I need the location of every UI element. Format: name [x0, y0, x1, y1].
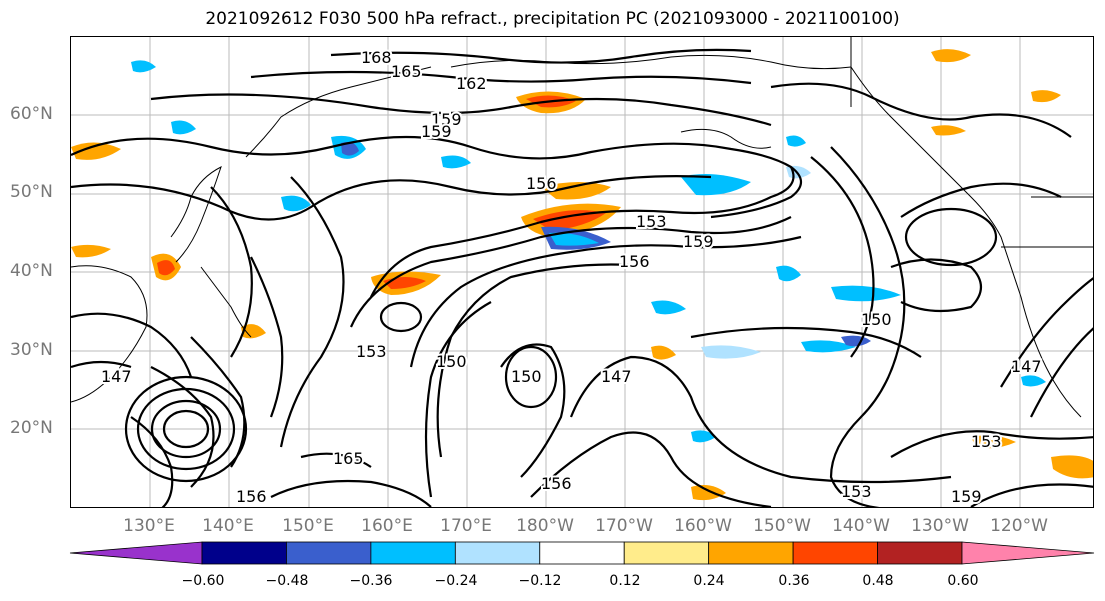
contour-label: 156 — [619, 252, 650, 271]
contour-label: 147 — [1011, 357, 1042, 376]
contour-labels: 168 165 162 159 156 153 150 147 159 156 … — [99, 46, 1044, 507]
colorbar-segment — [370, 541, 456, 565]
contour-label: 168 — [361, 48, 392, 67]
contour-label: 147 — [101, 367, 132, 386]
contour-label: 147 — [601, 367, 632, 386]
contour-label: 159 — [431, 110, 462, 129]
colorbar-tick: 0.60 — [947, 573, 979, 589]
lon-label-130e: 130°E — [123, 516, 175, 536]
colorbar-segment — [708, 541, 794, 565]
map-title: 2021092612 F030 500 hPa refract., precip… — [205, 9, 900, 29]
lat-label-60n: 60°N — [10, 104, 53, 124]
colorbar-extend-high — [961, 541, 1095, 565]
colorbar-tick: 0.48 — [862, 573, 894, 589]
contour-label: 156 — [541, 474, 572, 493]
colorbar-segment — [201, 541, 287, 565]
lat-label-50n: 50°N — [10, 182, 53, 202]
lat-label-20n: 20°N — [10, 418, 53, 438]
map-panel: 168 165 162 159 156 153 150 147 159 156 … — [70, 36, 1094, 508]
lon-label-170e: 170°E — [440, 516, 492, 536]
contour-label: 153 — [841, 482, 872, 501]
contour-label: 165 — [333, 449, 364, 468]
contour-label: 156 — [236, 487, 267, 506]
lon-label-140e: 140°E — [202, 516, 254, 536]
contour-label: 159 — [421, 122, 452, 141]
contour-label: 156 — [526, 174, 557, 193]
contour-label: 159 — [951, 487, 982, 506]
colorbar-tick: 0.36 — [778, 573, 810, 589]
lon-label-140w: 140°W — [832, 516, 890, 536]
lat-label-40n: 40°N — [10, 261, 53, 281]
lon-label-170w: 170°W — [595, 516, 653, 536]
map-canvas: 168 165 162 159 156 153 150 147 159 156 … — [71, 37, 1093, 507]
colorbar-segment — [792, 541, 878, 565]
contour-label: 165 — [391, 62, 422, 81]
colorbar-tick: −0.24 — [434, 573, 478, 589]
lon-label-150w: 150°W — [753, 516, 811, 536]
contour-label: 150 — [861, 310, 892, 329]
lon-label-180w: 180°W — [516, 516, 574, 536]
contour-label: 153 — [356, 342, 387, 361]
contour-label: 159 — [683, 232, 714, 251]
colorbar — [69, 541, 1095, 565]
refractivity-contours — [71, 48, 1093, 507]
colorbar-segment — [623, 541, 710, 565]
contour-label: 153 — [636, 212, 667, 231]
lat-label-30n: 30°N — [10, 340, 53, 360]
colorbar-segment — [454, 541, 541, 565]
colorbar-tick: −0.12 — [518, 573, 562, 589]
lon-label-120w: 120°W — [990, 516, 1048, 536]
colorbar-tick: −0.60 — [181, 573, 225, 589]
contour-label: 153 — [971, 432, 1002, 451]
colorbar-extend-low — [69, 541, 203, 565]
graticule — [71, 37, 1093, 507]
colorbar-segment — [286, 541, 372, 565]
colorbar-tick: 0.12 — [609, 573, 641, 589]
contour-label: 150 — [511, 367, 542, 386]
lon-label-160w: 160°W — [674, 516, 732, 536]
colorbar-tick: −0.48 — [265, 573, 309, 589]
colorbar-segment — [539, 541, 625, 565]
colorbar-tick: −0.36 — [349, 573, 393, 589]
lon-label-130w: 130°W — [911, 516, 969, 536]
contour-label: 162 — [456, 74, 487, 93]
lon-label-150e: 150°E — [282, 516, 334, 536]
lon-label-160e: 160°E — [361, 516, 413, 536]
contour-label: 150 — [436, 352, 467, 371]
colorbar-segment — [877, 541, 963, 565]
colorbar-tick: 0.24 — [693, 573, 725, 589]
